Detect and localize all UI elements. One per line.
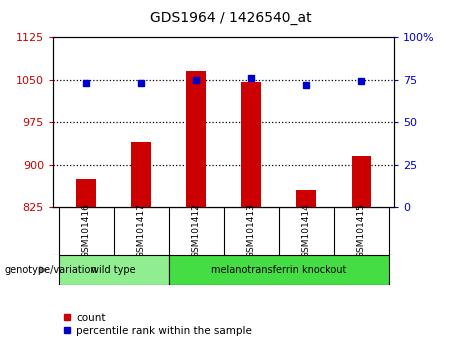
Text: GSM101414: GSM101414 (301, 204, 311, 258)
Bar (296, 190, 316, 207)
Bar (131, 142, 151, 207)
Legend: count, percentile rank within the sample: count, percentile rank within the sample (58, 308, 256, 340)
Text: genotype/variation: genotype/variation (5, 265, 97, 275)
Bar (169, 255, 389, 285)
Text: GSM101415: GSM101415 (357, 204, 366, 258)
Text: GDS1964 / 1426540_at: GDS1964 / 1426540_at (150, 11, 311, 25)
Text: GSM101413: GSM101413 (247, 204, 255, 258)
Bar (186, 71, 206, 207)
Bar (59, 255, 169, 285)
Bar (77, 179, 96, 207)
Text: GSM101417: GSM101417 (136, 204, 146, 258)
Bar (242, 82, 261, 207)
Text: GSM101412: GSM101412 (192, 204, 201, 258)
Bar (351, 156, 371, 207)
Text: GSM101416: GSM101416 (82, 204, 90, 258)
Text: wild type: wild type (91, 265, 136, 275)
Text: melanotransferrin knockout: melanotransferrin knockout (211, 265, 346, 275)
